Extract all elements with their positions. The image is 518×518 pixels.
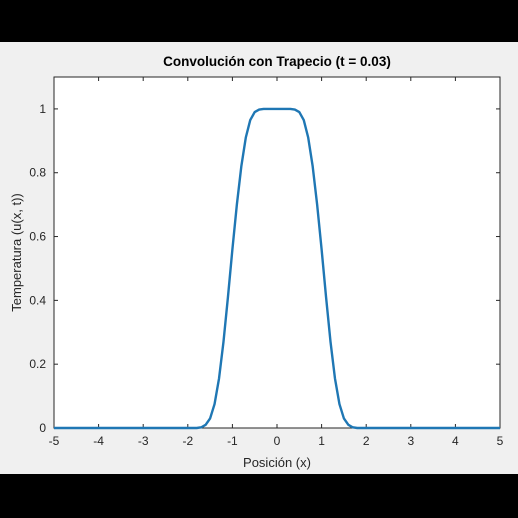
x-tick-label: -5 (49, 434, 60, 448)
x-tick-label: 2 (363, 434, 370, 448)
x-tick-label: -3 (138, 434, 149, 448)
x-tick-label: 3 (407, 434, 414, 448)
x-tick-label: 1 (318, 434, 325, 448)
y-axis-label: Temperatura (u(x, t)) (9, 193, 24, 311)
y-tick-label: 1 (39, 102, 46, 116)
x-tick-label: -1 (227, 434, 238, 448)
x-axis-label: Posición (x) (243, 455, 311, 470)
series-line (54, 107, 500, 430)
x-tick-label: -4 (93, 434, 104, 448)
y-tick-label: 0.2 (29, 357, 46, 371)
x-tick-label: 0 (274, 434, 281, 448)
chart-title: Convolución con Trapecio (t = 0.03) (163, 54, 391, 69)
x-tick-label: 5 (497, 434, 504, 448)
tick-labels: -5 -4 -3 -2 -1 0 1 2 3 4 5 0 0.2 0.4 0.6 0.8 1 (29, 102, 503, 448)
y-tick-label: 0.6 (29, 230, 46, 244)
y-tick-label: 0.4 (29, 293, 46, 307)
axes-background (53, 76, 501, 429)
x-tick-label: 4 (452, 434, 459, 448)
x-tick-label: -2 (182, 434, 193, 448)
y-tick-label: 0 (39, 421, 46, 435)
y-tick-label: 0.8 (29, 166, 46, 180)
